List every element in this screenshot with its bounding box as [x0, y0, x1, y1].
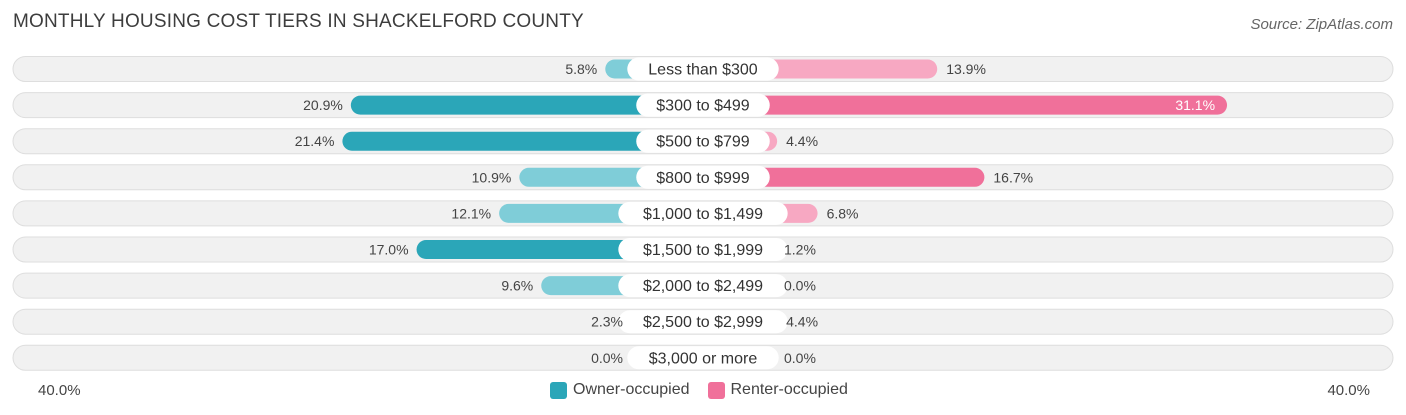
owner-value-label: 17.0%: [369, 242, 409, 258]
legend-renter-label: Renter-occupied: [730, 381, 848, 398]
category-label-pill: [618, 274, 788, 298]
category-label: $2,000 to $2,499: [643, 278, 763, 295]
owner-bar: [342, 131, 703, 151]
renter-value-label: 4.4%: [786, 133, 818, 149]
chart-row: Less than $300 5.8% 13.9%: [12, 56, 1394, 82]
category-label-pill: [636, 93, 770, 117]
chart-row: $300 to $499 20.9% 31.1%: [12, 92, 1394, 119]
category-label: $1,500 to $1,999: [643, 242, 763, 259]
owner-value-label: 9.6%: [501, 278, 533, 294]
chart-row: $2,000 to $2,499 9.6% 0.0%: [12, 272, 1394, 299]
chart-row: $800 to $999 10.9% 16.7%: [12, 164, 1394, 191]
legend: Owner-occupied Renter-occupied: [550, 380, 866, 400]
renter-value-label: 0.0%: [784, 350, 816, 366]
category-label-pill: [636, 129, 770, 153]
category-label: $1,000 to $1,499: [643, 206, 763, 223]
source-note: Source: ZipAtlas.com: [1250, 16, 1393, 33]
renter-bar: [703, 167, 985, 187]
category-label: $300 to $499: [656, 98, 750, 115]
category-label: $500 to $799: [656, 134, 750, 151]
renter-value-label: 31.1%: [1175, 97, 1215, 113]
chart-row: $500 to $799 21.4% 4.4%: [12, 128, 1394, 155]
owner-value-label: 12.1%: [451, 205, 491, 221]
chart-row: $1,500 to $1,999 17.0% 1.2%: [12, 236, 1394, 263]
category-label-pill: [636, 165, 770, 189]
chart-title: MONTHLY HOUSING COST TIERS IN SHACKELFOR…: [13, 11, 584, 32]
chart-row: $3,000 or more 0.0% 0.0%: [12, 344, 1394, 371]
owner-value-label: 21.4%: [295, 133, 335, 149]
chart-row: $1,000 to $1,499 12.1% 6.8%: [12, 200, 1394, 227]
renter-value-label: 4.4%: [786, 314, 818, 330]
category-label-pill: [618, 238, 788, 261]
owner-value-label: 0.0%: [591, 350, 623, 366]
category-label-pill: [627, 57, 779, 81]
category-label: Less than $300: [648, 62, 758, 79]
renter-value-label: 6.8%: [827, 205, 859, 221]
category-label: $800 to $999: [656, 170, 750, 187]
category-label-pill: [618, 310, 788, 334]
renter-value-label: 0.0%: [784, 278, 816, 294]
owner-value-label: 5.8%: [565, 61, 597, 77]
category-label: $3,000 or more: [649, 350, 758, 367]
renter-value-label: 13.9%: [946, 61, 986, 77]
owner-value-label: 20.9%: [303, 97, 343, 113]
category-label: $2,500 to $2,999: [643, 314, 763, 331]
chart-row: $2,500 to $2,999 2.3% 4.4%: [12, 308, 1394, 335]
axis-left-label: 40.0%: [38, 382, 81, 399]
legend-owner: Owner-occupied: [550, 381, 690, 399]
owner-value-label: 10.9%: [472, 169, 512, 185]
owner-value-label: 2.3%: [591, 314, 623, 330]
legend-renter: Renter-occupied: [707, 381, 848, 399]
legend-owner-label: Owner-occupied: [573, 381, 690, 398]
axis-right-label: 40.0%: [1327, 382, 1370, 399]
category-label-pill: [627, 346, 779, 370]
renter-value-label: 1.2%: [784, 242, 816, 258]
legend-renter-swatch: [707, 381, 725, 399]
renter-bar: [703, 95, 1228, 115]
category-label-pill: [618, 201, 788, 225]
renter-value-label: 16.7%: [993, 169, 1033, 185]
owner-bar: [350, 95, 703, 115]
legend-owner-swatch: [550, 381, 567, 399]
